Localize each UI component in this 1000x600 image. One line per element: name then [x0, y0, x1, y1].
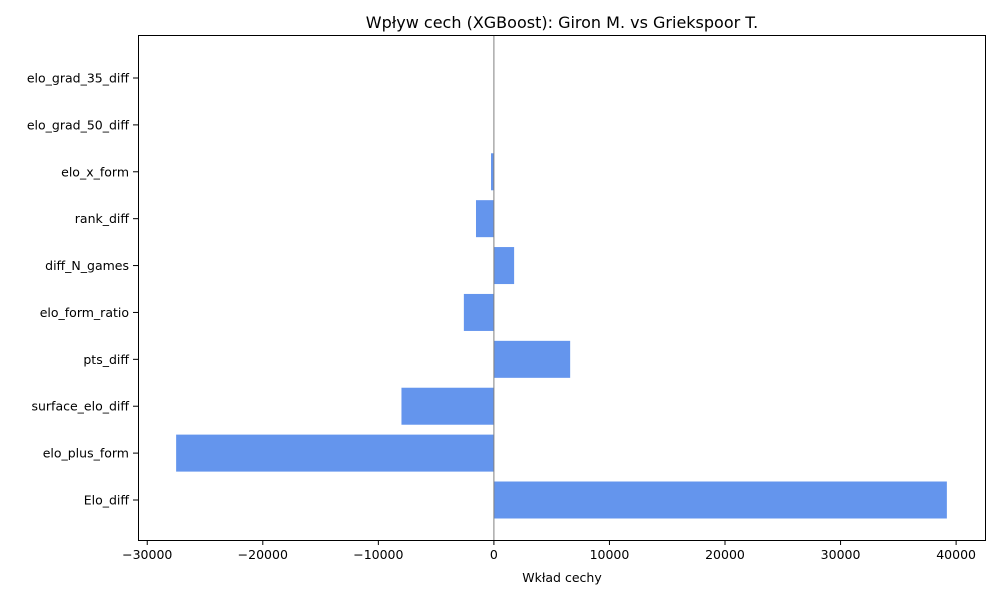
x-tick-label: 40000	[936, 547, 976, 562]
y-tick-label-diff_N_games: diff_N_games	[45, 258, 129, 273]
y-tick-label-pts_diff: pts_diff	[83, 352, 129, 367]
y-tick-label-elo_grad_50_diff: elo_grad_50_diff	[27, 117, 130, 132]
y-tick-label-elo_form_ratio: elo_form_ratio	[40, 305, 129, 320]
bar-rank_diff	[475, 200, 494, 238]
bar-pts_diff	[493, 340, 571, 378]
bar-elo_x_form	[491, 153, 494, 191]
y-tick-label-elo_x_form: elo_x_form	[61, 164, 129, 179]
x-tick-label: 20000	[705, 547, 745, 562]
bar-diff_N_games	[493, 247, 515, 285]
y-axis: Elo_diff elo_plus_form surface_elo_diff pts…	[27, 71, 138, 508]
y-tick-label-elo_plus_form: elo_plus_form	[43, 446, 129, 461]
bar-surface_elo_diff	[401, 387, 494, 425]
bar-Elo_diff	[493, 481, 947, 519]
bar-elo_form_ratio	[463, 293, 494, 331]
y-tick-label-surface_elo_diff: surface_elo_diff	[31, 399, 129, 414]
x-tick-label: −30000	[122, 547, 172, 562]
x-tick-label: −20000	[238, 547, 288, 562]
x-axis-label: Wkład cechy	[522, 570, 602, 585]
y-tick-label-elo_grad_35_diff: elo_grad_35_diff	[27, 71, 130, 86]
x-tick-label: 0	[490, 547, 498, 562]
bars-layer	[176, 153, 947, 519]
plot-frame	[138, 35, 986, 541]
y-tick-label-Elo_diff: Elo_diff	[84, 493, 130, 508]
x-tick-label: 30000	[821, 547, 861, 562]
bar-elo_plus_form	[176, 434, 494, 472]
x-tick-label: 10000	[590, 547, 630, 562]
chart-title: Wpływ cech (XGBoost): Giron M. vs Grieks…	[366, 13, 759, 32]
x-axis: −30000 −20000 −10000 0 10000 20000 30000 40000	[122, 540, 976, 562]
y-tick-label-rank_diff: rank_diff	[75, 211, 130, 226]
x-tick-label: −10000	[353, 547, 403, 562]
